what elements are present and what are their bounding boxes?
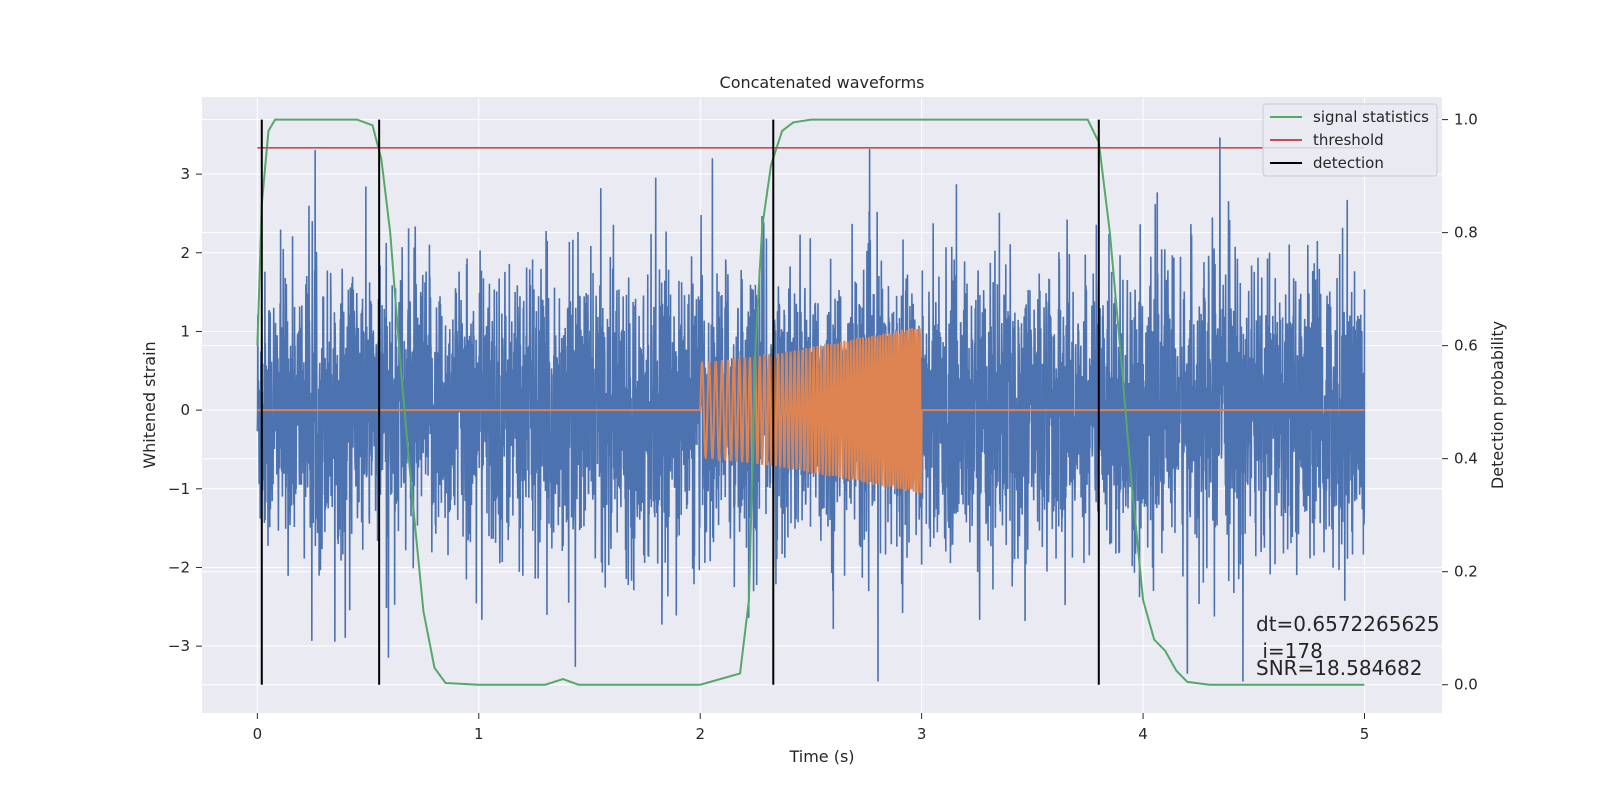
annotation-dt: dt=0.6572265625 [1256, 612, 1440, 636]
chirp-series-line [257, 328, 1365, 494]
y-tick-label-right: 0.6 [1454, 337, 1478, 355]
y-tick-label-left: 1 [180, 322, 190, 340]
legend-label-detection: detection [1313, 154, 1384, 172]
x-tick-label: 0 [253, 725, 263, 743]
y-tick-label-right: 0.2 [1454, 563, 1478, 581]
y-tick-label-right: 0.0 [1454, 676, 1478, 694]
chart-title: Concatenated waveforms [720, 73, 925, 92]
y-tick-label-left: −2 [168, 558, 190, 576]
y-tick-label-left: 2 [180, 244, 190, 262]
x-tick-label: 3 [917, 725, 927, 743]
y-tick-label-right: 0.4 [1454, 450, 1478, 468]
x-tick-label: 4 [1138, 725, 1148, 743]
legend-label-threshold: threshold [1313, 131, 1384, 149]
legend-label-signal-statistics: signal statistics [1313, 108, 1429, 126]
y-axis-label-right: Detection probability [1488, 321, 1507, 489]
y-tick-label-left: 3 [180, 165, 190, 183]
x-tick-label: 2 [695, 725, 705, 743]
y-axis-label-left: Whitened strain [140, 341, 159, 468]
y-tick-label-left: −3 [168, 637, 190, 655]
annotation-index: i=178 [1256, 639, 1323, 663]
legend-box [1262, 103, 1438, 177]
series-layer [256, 118, 1366, 686]
x-axis-label: Time (s) [788, 747, 854, 766]
ticks: 0 1 2 3 4 5 −3 −2 −1 0 1 2 3 0.0 0.2 0.4 0.6 0.8 1.0 [168, 111, 1478, 743]
legend: signal statistics threshold detection [1262, 103, 1438, 177]
y-tick-label-right: 1.0 [1454, 111, 1478, 129]
annotation-snr: SNR=18.584682 [1256, 656, 1422, 680]
y-tick-label-left: 0 [180, 401, 190, 419]
x-tick-label: 5 [1360, 725, 1370, 743]
y-tick-label-right: 0.8 [1454, 224, 1478, 242]
x-tick-label: 1 [474, 725, 484, 743]
y-tick-label-left: −1 [168, 480, 190, 498]
